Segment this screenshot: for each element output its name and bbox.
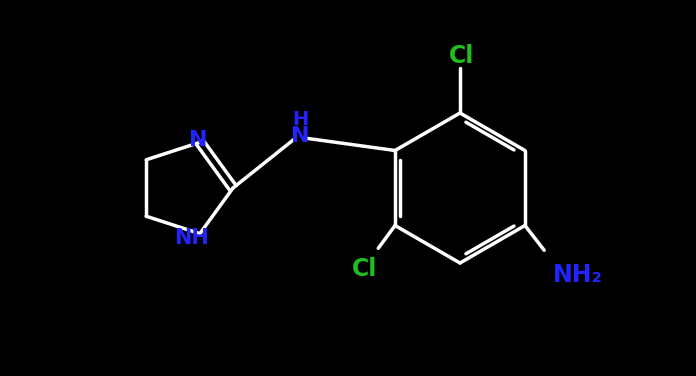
Text: Cl: Cl (450, 44, 475, 68)
Text: NH₂: NH₂ (553, 264, 603, 288)
Text: Cl: Cl (352, 256, 378, 280)
Text: N: N (189, 130, 207, 150)
Text: N: N (291, 126, 309, 146)
Text: NH: NH (175, 227, 209, 248)
Text: H: H (292, 110, 308, 129)
